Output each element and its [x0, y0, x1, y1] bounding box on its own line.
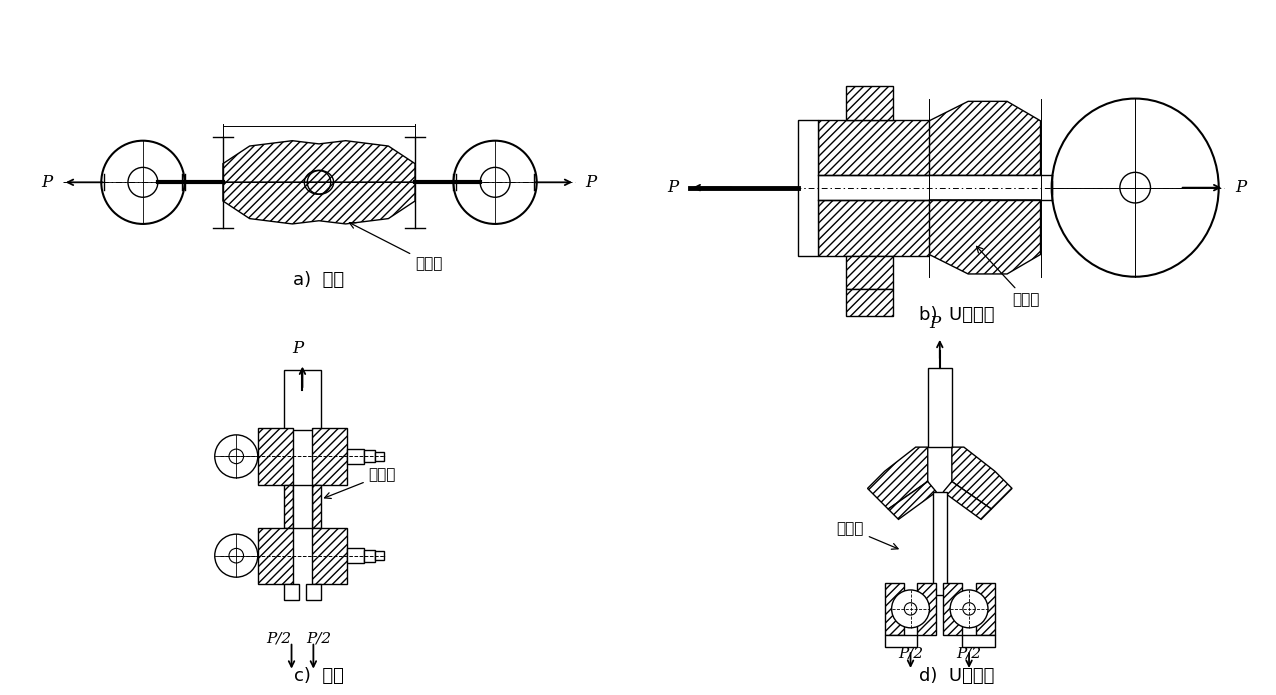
- Circle shape: [951, 590, 988, 628]
- Polygon shape: [285, 484, 292, 528]
- Bar: [285, 370, 320, 430]
- Text: 被试件: 被试件: [350, 222, 443, 270]
- Polygon shape: [868, 447, 928, 509]
- Text: P: P: [41, 174, 52, 191]
- Polygon shape: [952, 447, 1012, 509]
- Text: 被试件: 被试件: [324, 468, 396, 498]
- Bar: [313, 428, 347, 484]
- Bar: [258, 428, 292, 484]
- Text: P: P: [667, 179, 679, 196]
- Bar: [976, 583, 995, 635]
- Bar: [799, 120, 818, 256]
- Bar: [928, 368, 952, 447]
- Bar: [884, 635, 917, 647]
- Polygon shape: [933, 492, 947, 595]
- Polygon shape: [223, 140, 415, 182]
- Bar: [375, 452, 384, 461]
- Polygon shape: [888, 482, 937, 519]
- Text: P/2: P/2: [957, 647, 981, 661]
- Circle shape: [892, 590, 929, 628]
- Bar: [917, 583, 937, 635]
- Text: 被试件: 被试件: [837, 521, 898, 549]
- Text: c)  挂板: c) 挂板: [293, 667, 345, 685]
- Text: P/2: P/2: [267, 632, 292, 646]
- Bar: [884, 583, 903, 635]
- Bar: [846, 289, 893, 316]
- Bar: [306, 584, 320, 600]
- Bar: [292, 484, 313, 528]
- Text: 被试件: 被试件: [976, 247, 1040, 308]
- Bar: [818, 200, 929, 256]
- Text: P/2: P/2: [306, 632, 332, 646]
- Polygon shape: [929, 200, 1040, 274]
- Bar: [285, 584, 299, 600]
- Text: P: P: [292, 340, 304, 357]
- Bar: [375, 551, 384, 560]
- Bar: [313, 528, 347, 584]
- Bar: [962, 635, 995, 647]
- Circle shape: [214, 534, 258, 577]
- Bar: [943, 583, 962, 635]
- Bar: [364, 550, 375, 562]
- Text: d)  U形挂板: d) U形挂板: [919, 667, 995, 685]
- Text: P: P: [586, 174, 597, 191]
- Bar: [347, 449, 364, 464]
- Bar: [347, 548, 364, 563]
- Polygon shape: [929, 101, 1040, 175]
- Bar: [364, 450, 375, 462]
- Bar: [846, 256, 893, 289]
- Circle shape: [214, 435, 258, 478]
- Polygon shape: [943, 482, 991, 519]
- Bar: [846, 86, 893, 120]
- Text: P: P: [1235, 179, 1247, 196]
- Text: b)  U形挂环: b) U形挂环: [919, 306, 995, 324]
- Bar: [258, 528, 292, 584]
- Polygon shape: [223, 182, 415, 224]
- Text: P: P: [929, 315, 940, 332]
- Text: P/2: P/2: [898, 647, 923, 661]
- Bar: [818, 120, 929, 175]
- Polygon shape: [313, 484, 320, 528]
- Text: a)  挂环: a) 挂环: [293, 271, 345, 289]
